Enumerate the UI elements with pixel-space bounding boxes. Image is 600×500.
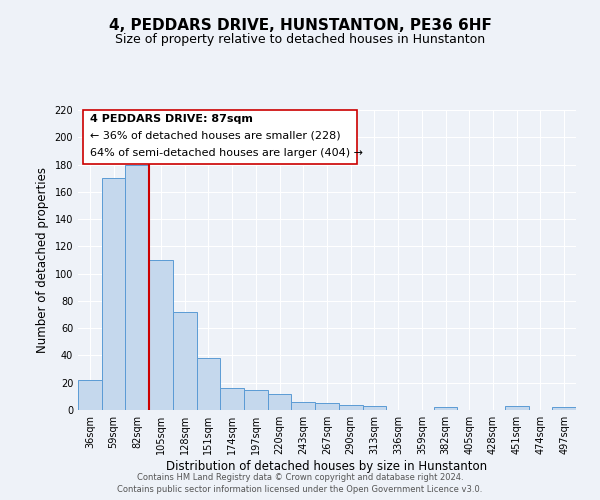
Bar: [505, 406, 529, 410]
Bar: [292, 402, 315, 410]
Bar: [220, 388, 244, 410]
Text: 4 PEDDARS DRIVE: 87sqm: 4 PEDDARS DRIVE: 87sqm: [91, 114, 253, 124]
Text: Contains HM Land Registry data © Crown copyright and database right 2024.: Contains HM Land Registry data © Crown c…: [137, 473, 463, 482]
Bar: [434, 408, 457, 410]
Bar: [125, 164, 149, 410]
Bar: [78, 380, 102, 410]
FancyBboxPatch shape: [83, 110, 357, 164]
Bar: [102, 178, 125, 410]
Bar: [197, 358, 220, 410]
Bar: [173, 312, 197, 410]
Bar: [315, 403, 339, 410]
X-axis label: Distribution of detached houses by size in Hunstanton: Distribution of detached houses by size …: [166, 460, 488, 473]
Bar: [339, 404, 362, 410]
Text: ← 36% of detached houses are smaller (228): ← 36% of detached houses are smaller (22…: [91, 131, 341, 141]
Text: Contains public sector information licensed under the Open Government Licence v3: Contains public sector information licen…: [118, 484, 482, 494]
Bar: [268, 394, 292, 410]
Text: 4, PEDDARS DRIVE, HUNSTANTON, PE36 6HF: 4, PEDDARS DRIVE, HUNSTANTON, PE36 6HF: [109, 18, 491, 32]
Bar: [552, 408, 576, 410]
Text: Size of property relative to detached houses in Hunstanton: Size of property relative to detached ho…: [115, 32, 485, 46]
Bar: [362, 406, 386, 410]
Bar: [244, 390, 268, 410]
Text: 64% of semi-detached houses are larger (404) →: 64% of semi-detached houses are larger (…: [91, 148, 364, 158]
Y-axis label: Number of detached properties: Number of detached properties: [36, 167, 49, 353]
Bar: [149, 260, 173, 410]
